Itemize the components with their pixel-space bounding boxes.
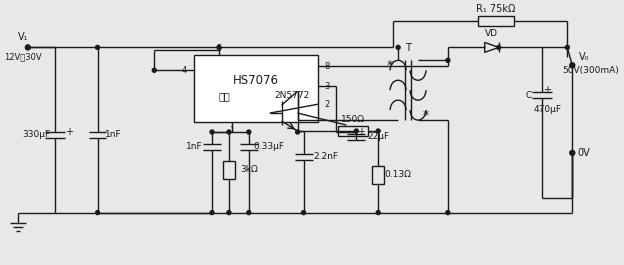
Polygon shape (485, 42, 499, 52)
Circle shape (227, 211, 231, 215)
Text: 2: 2 (324, 100, 329, 109)
Text: V₁: V₁ (17, 32, 28, 42)
Text: 2N5772: 2N5772 (274, 91, 310, 100)
Circle shape (376, 211, 380, 215)
Circle shape (354, 129, 358, 133)
Text: HS7076: HS7076 (233, 74, 280, 87)
Circle shape (446, 58, 450, 62)
Text: 1nF: 1nF (105, 130, 122, 139)
Text: +: + (65, 127, 72, 137)
Text: 2.2nF: 2.2nF (313, 152, 338, 161)
Text: 外壳: 外壳 (218, 92, 230, 102)
Text: *: * (387, 59, 393, 72)
Circle shape (565, 45, 569, 49)
Text: 1: 1 (229, 126, 235, 135)
Circle shape (210, 130, 214, 134)
Text: 50V(300mA): 50V(300mA) (562, 66, 618, 75)
Circle shape (95, 211, 100, 215)
Bar (478, 16, 514, 25)
Circle shape (95, 45, 100, 49)
Text: C: C (525, 91, 532, 100)
Bar (373, 166, 384, 184)
Circle shape (376, 129, 380, 133)
Text: 3: 3 (324, 82, 330, 91)
Text: 0V: 0V (578, 148, 590, 158)
Circle shape (570, 151, 575, 155)
Text: *: * (423, 109, 429, 122)
Text: 150Ω: 150Ω (341, 114, 365, 123)
Bar (194, 55, 318, 122)
Circle shape (210, 211, 214, 215)
Text: 0.13Ω: 0.13Ω (384, 170, 412, 179)
Circle shape (227, 130, 231, 134)
Text: 330μF: 330μF (22, 130, 51, 139)
Text: T: T (405, 43, 411, 54)
Circle shape (301, 211, 306, 215)
Text: 3kΩ: 3kΩ (240, 165, 258, 174)
Circle shape (570, 63, 575, 68)
Text: VD: VD (485, 29, 498, 38)
Circle shape (497, 45, 500, 49)
Circle shape (296, 130, 300, 134)
Text: 22μF: 22μF (367, 132, 389, 142)
Circle shape (217, 45, 221, 49)
Text: 0.33μF: 0.33μF (253, 142, 284, 151)
Text: +: + (358, 127, 365, 137)
Text: R₁ 75kΩ: R₁ 75kΩ (476, 4, 515, 14)
Text: 12V～30V: 12V～30V (4, 53, 42, 62)
Circle shape (396, 45, 400, 49)
Text: +: + (544, 85, 552, 95)
Bar (223, 161, 235, 179)
Circle shape (152, 68, 156, 72)
Text: 4: 4 (182, 66, 187, 75)
Text: 8: 8 (324, 62, 330, 71)
Circle shape (247, 130, 251, 134)
Circle shape (247, 211, 251, 215)
Circle shape (26, 45, 31, 50)
Text: 5: 5 (217, 44, 222, 53)
Bar (338, 126, 368, 136)
Text: 470μF: 470μF (534, 105, 562, 114)
Text: V₀: V₀ (579, 52, 590, 62)
Circle shape (446, 211, 450, 215)
Text: 1nF: 1nF (186, 142, 202, 151)
Circle shape (26, 45, 30, 49)
